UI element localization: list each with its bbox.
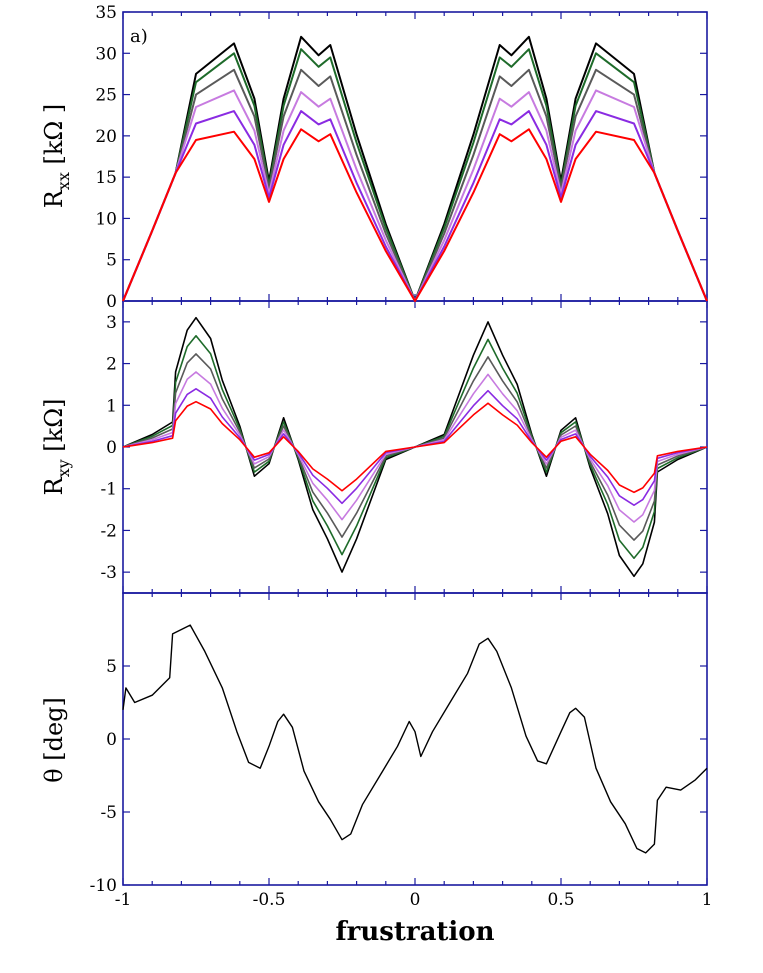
bottom-panel-frame [122,592,708,886]
middle-ytick-label: 0 [106,438,117,458]
top-series-line [122,89,708,302]
top-ytick-label: 20 [95,127,117,147]
top-series-group [122,35,708,302]
top-ylabel: Rxx [kΩ ] [40,104,73,209]
middle-ylabel-main: R [40,476,68,495]
top-ytick-label: 0 [106,292,117,312]
middle-ytick-label: -2 [100,521,117,541]
x-tick-label: -0.5 [253,890,286,910]
middle-ylabel-unit: [kΩ] [40,399,68,460]
panel-annotation: a) [130,26,148,47]
top-ytick-label: 15 [95,168,117,188]
bottom-ytick-label: -10 [90,876,117,896]
x-tick-label: 0 [410,890,421,910]
middle-ylabel: Rxy [kΩ] [40,399,73,496]
top-y-ticks: 0 5 10 15 20 25 30 35 [95,3,708,312]
x-axis-title: frustration [335,917,494,947]
top-ytick-label: 10 [95,209,117,229]
bottom-series-group [122,624,708,854]
top-series-line [122,35,708,302]
middle-series-group [122,316,708,578]
middle-series-line [122,400,708,494]
x-tick-label: 1 [702,890,713,910]
bottom-ytick-label: -5 [100,803,117,823]
top-panel-frame [122,11,708,302]
bottom-ylabel: θ [deg] [40,697,68,783]
bottom-y-ticks: -10 -5 0 5 [90,593,708,896]
middle-ytick-label: -1 [100,480,117,500]
x-ticks: -1 -0.5 0 0.5 1 [115,890,713,910]
top-ytick-label: 25 [95,86,117,106]
middle-ytick-label: 3 [106,313,117,333]
top-ylabel-unit: [kΩ ] [40,104,68,172]
middle-ytick-label: 1 [106,396,117,416]
middle-ytick-label: -3 [100,563,117,583]
bottom-ytick-label: 0 [106,730,117,750]
bottom-ytick-label: 5 [106,657,117,677]
top-ytick-label: 5 [106,251,117,271]
top-ylabel-sub: xx [54,172,73,190]
middle-ytick-label: 2 [106,355,117,375]
top-ytick-label: 35 [95,3,117,23]
top-ylabel-main: R [40,189,68,208]
middle-y-ticks: -3 -2 -1 0 1 2 3 [100,301,708,593]
middle-ylabel-sub: xy [54,459,73,477]
x-tick-label: 0.5 [547,890,574,910]
top-series-line [122,110,708,302]
bottom-series-line [122,624,708,854]
top-series-line [122,128,708,302]
top-ytick-label: 30 [95,44,117,64]
top-series-line [122,68,708,302]
top-series-line [122,48,708,302]
x-tick-label: -1 [115,890,132,910]
